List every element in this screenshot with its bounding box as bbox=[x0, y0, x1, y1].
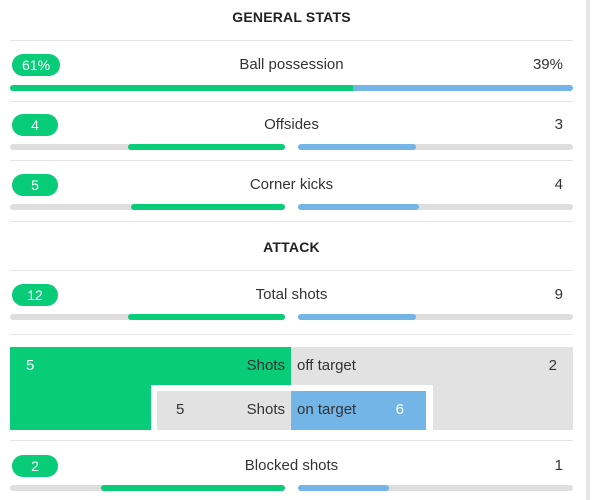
home-bar-track bbox=[10, 314, 285, 320]
stat-label: Corner kicks bbox=[249, 176, 334, 193]
home-bar-fill bbox=[100, 485, 285, 491]
divider bbox=[10, 40, 573, 41]
shots-on-target-home: 5 Shots bbox=[157, 391, 291, 430]
section-title-general: GENERAL STATS bbox=[232, 9, 351, 25]
scrollbar[interactable] bbox=[586, 0, 590, 500]
home-bar-fill bbox=[128, 144, 285, 150]
divider bbox=[10, 334, 573, 335]
stat-label: Offsides bbox=[264, 116, 319, 133]
away-value: 39% bbox=[532, 56, 563, 73]
divider bbox=[10, 270, 573, 271]
stat-row-offsides: 4 Offsides 3 bbox=[10, 114, 573, 154]
shots-off-label-a: Shots bbox=[246, 357, 285, 374]
shots-off-away-value: 2 bbox=[548, 357, 557, 374]
home-bar-fill bbox=[131, 204, 285, 210]
stat-row-blocked-shots: 2 Blocked shots 1 bbox=[10, 455, 573, 495]
away-bar-track bbox=[298, 314, 573, 320]
stat-row-total-shots: 12 Total shots 9 bbox=[10, 284, 573, 324]
home-value-pill: 61% bbox=[12, 54, 61, 76]
stat-row-possession: 61% Ball possession 39% bbox=[10, 54, 573, 94]
away-value: 1 bbox=[554, 457, 563, 474]
divider bbox=[10, 440, 573, 441]
home-value-pill: 12 bbox=[12, 284, 58, 306]
away-value: 3 bbox=[554, 116, 563, 133]
home-bar-fill bbox=[128, 314, 285, 320]
home-bar-track bbox=[10, 144, 285, 150]
away-bar-fill bbox=[298, 204, 419, 210]
shots-on-away-value: 6 bbox=[395, 401, 404, 418]
shots-off-home-value: 5 bbox=[26, 357, 35, 374]
shots-on-label-a: Shots bbox=[246, 401, 285, 418]
shots-off-label-b: off target bbox=[297, 357, 356, 374]
away-bar-fill bbox=[298, 485, 389, 491]
divider bbox=[10, 101, 573, 102]
away-value: 4 bbox=[554, 176, 563, 193]
away-bar-fill bbox=[298, 144, 417, 150]
away-bar-track bbox=[298, 144, 573, 150]
possession-bar bbox=[10, 85, 573, 91]
away-bar-fill bbox=[298, 314, 417, 320]
section-title-attack: ATTACK bbox=[263, 239, 320, 255]
shots-on-target-away: on target 6 bbox=[291, 391, 426, 430]
shots-on-target-frame: 5 Shots on target 6 bbox=[151, 385, 433, 430]
home-bar-track bbox=[10, 485, 285, 491]
stat-label: Ball possession bbox=[239, 56, 344, 73]
home-bar-track bbox=[10, 204, 285, 210]
away-value: 9 bbox=[554, 286, 563, 303]
stat-label: Total shots bbox=[255, 286, 328, 303]
possession-home-fill bbox=[10, 85, 354, 91]
stat-label: Blocked shots bbox=[244, 457, 339, 474]
stat-row-corners: 5 Corner kicks 4 bbox=[10, 174, 573, 214]
divider bbox=[10, 221, 573, 222]
shots-target-block: 5 Shots off target 2 5 Shots on target 6 bbox=[10, 347, 573, 430]
away-bar-track bbox=[298, 204, 573, 210]
home-value-pill: 4 bbox=[12, 114, 58, 136]
shots-on-label-b: on target bbox=[297, 401, 357, 418]
shots-on-home-value: 5 bbox=[176, 401, 185, 418]
divider bbox=[10, 160, 573, 161]
home-value-pill: 2 bbox=[12, 455, 58, 477]
away-bar-track bbox=[298, 485, 573, 491]
home-value-pill: 5 bbox=[12, 174, 58, 196]
